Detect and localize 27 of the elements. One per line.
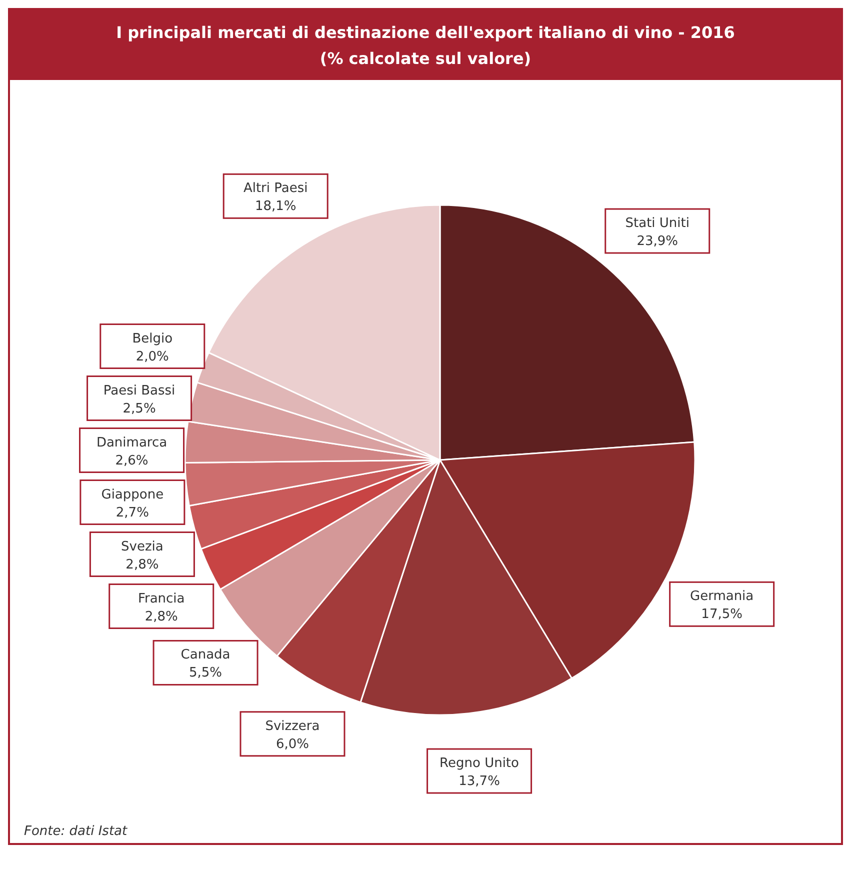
data-label: 2,8% [126,557,159,572]
data-label: 2,8% [144,609,178,624]
slice-label: Belgio [132,331,173,346]
slice-label: Canada [180,648,230,663]
data-label: 2,7% [116,505,149,520]
slice-label: Paesi Bassi [103,383,176,398]
slice-label: Stati Uniti [625,216,690,231]
data-label: 2,0% [136,349,169,364]
data-label: 5,5% [189,666,222,681]
slice-label: Svezia [121,539,164,554]
data-label: 18,1% [254,199,296,214]
chart-subtitle: (% calcolate sul valore) [320,49,532,68]
slice-label: Svizzera [265,718,320,734]
data-label: 2,5% [122,401,156,416]
slice-label: Giappone [101,487,164,502]
slice-label: Francia [138,591,185,606]
data-label: 6,0% [276,736,310,752]
slice-label: Altri Paesi [243,181,308,196]
slice-label: Regno Unito [440,756,520,772]
source-note: Fonte: dati Istat [24,824,128,839]
data-label: 2,6% [115,453,148,468]
slice-label: Germania [690,589,754,604]
chart-title: I principali mercati di destinazione dell'export italiano di vino - 2016 [116,23,735,42]
data-label: 13,7% [458,774,500,790]
data-label: 23,9% [636,234,678,249]
slice-label: Danimarca [96,435,168,450]
data-label: 17,5% [701,607,742,622]
